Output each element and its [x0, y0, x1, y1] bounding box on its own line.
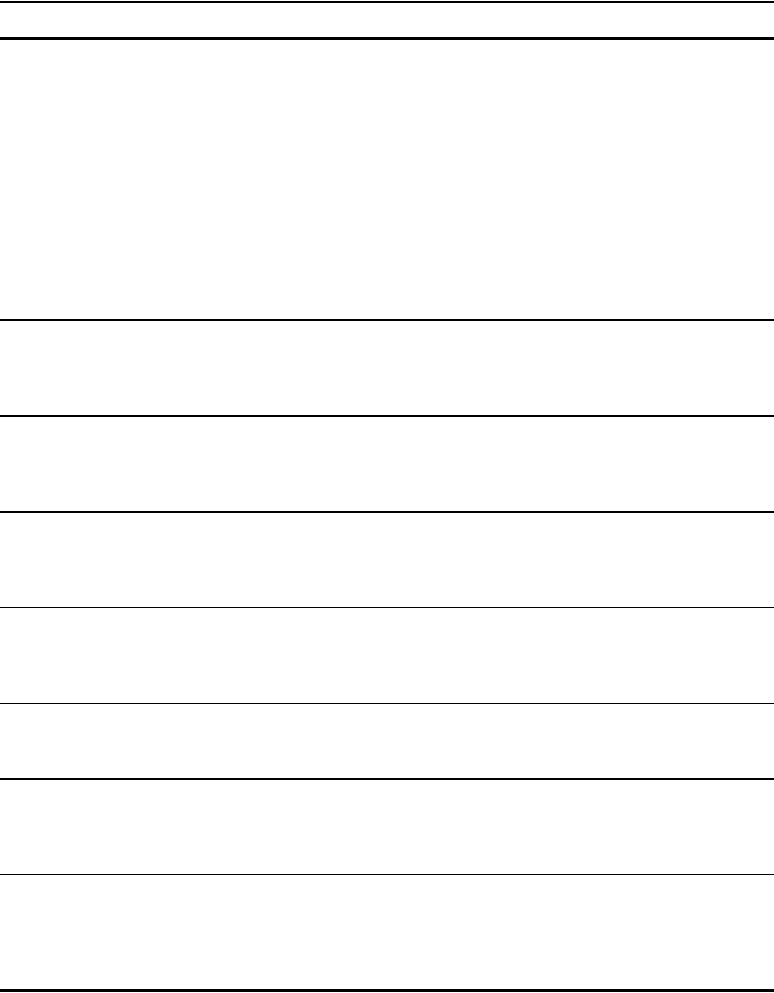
row-rule [0, 511, 774, 513]
table-bottom-rule [0, 989, 774, 992]
row-rule [0, 874, 774, 875]
row-rule [0, 607, 774, 608]
row-rule [0, 778, 774, 780]
header-rule [0, 37, 774, 40]
table-top-rule [0, 1, 774, 3]
row-rule [0, 319, 774, 321]
row-rule [0, 703, 774, 704]
row-rule [0, 415, 774, 417]
